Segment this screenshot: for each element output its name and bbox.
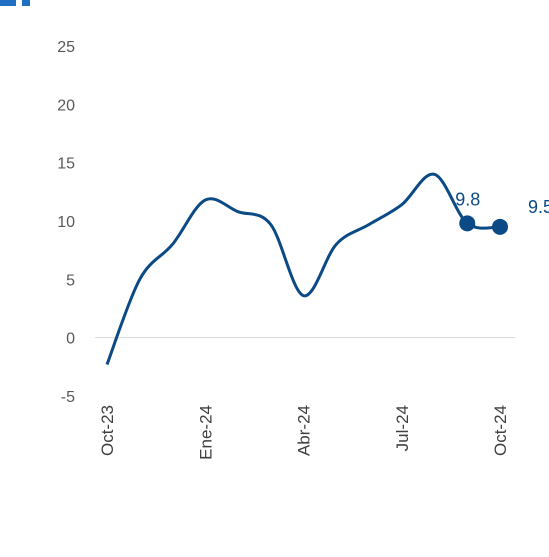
x-tick-label: Abr-24 (295, 405, 314, 456)
y-tick-label: 25 (57, 39, 75, 56)
data-label: 9.5 (528, 197, 549, 217)
y-tick-label: 20 (57, 97, 75, 114)
y-tick-label: 5 (66, 272, 75, 289)
icon (0, 0, 16, 6)
x-tick-label: Oct-23 (98, 405, 117, 456)
y-tick-label: 10 (57, 214, 75, 231)
y-tick-label: 15 (57, 156, 75, 173)
point-marker (492, 218, 508, 235)
icon (22, 0, 30, 6)
y-tick-label: -5 (61, 389, 75, 406)
y-tick-label: 0 (66, 331, 75, 348)
point-marker (459, 215, 476, 232)
x-tick-label: Oct-24 (491, 405, 510, 456)
x-tick-label: Ene-24 (196, 405, 215, 460)
data-label: 9.8 (455, 189, 480, 209)
x-tick-label: Jul-24 (393, 405, 412, 451)
line (105, 172, 501, 366)
